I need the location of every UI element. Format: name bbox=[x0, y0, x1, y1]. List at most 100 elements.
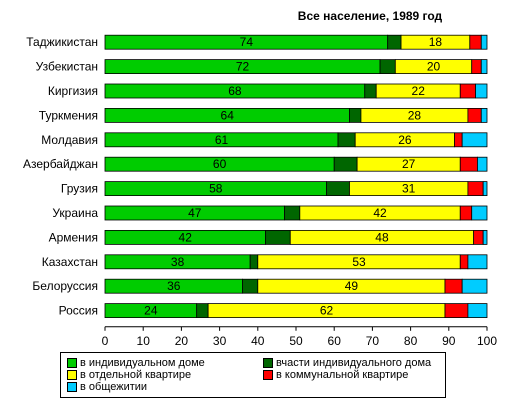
bar-segment bbox=[469, 34, 482, 50]
category-label: Киргизия bbox=[48, 84, 98, 98]
legend-label: в общежитии bbox=[80, 380, 148, 393]
x-tick-label: 70 bbox=[366, 334, 380, 348]
legend-label: вчасти индивидуального дома bbox=[276, 356, 432, 369]
category-label: Туркмения bbox=[39, 108, 98, 122]
bar-segment bbox=[482, 181, 488, 197]
data-label: 27 bbox=[402, 157, 416, 171]
data-label: 20 bbox=[427, 60, 441, 74]
plot-area: Таджикистан 74 18 Узбекистан 72 20 Киргизия 68 2… bbox=[23, 34, 497, 348]
bar-segment bbox=[196, 303, 209, 319]
x-tick-label: 10 bbox=[137, 334, 151, 348]
data-label: 24 bbox=[144, 304, 158, 318]
data-label: 42 bbox=[179, 230, 193, 244]
legend-item-communal-apartment: в коммунальной квартире bbox=[263, 368, 408, 381]
legend-swatch bbox=[263, 357, 273, 368]
category-label: Белоруссия bbox=[32, 279, 98, 293]
bar-segment bbox=[284, 205, 301, 221]
data-label: 68 bbox=[228, 84, 242, 98]
category-label: Азербайджан bbox=[23, 157, 98, 171]
data-label: 64 bbox=[221, 108, 235, 122]
data-label: 74 bbox=[240, 35, 254, 49]
bar-segment bbox=[475, 83, 488, 99]
x-tick-label: 100 bbox=[477, 334, 497, 348]
x-tick-label: 20 bbox=[175, 334, 189, 348]
bar-segment bbox=[467, 303, 488, 319]
legend-swatch bbox=[67, 381, 77, 392]
legend-swatch bbox=[263, 369, 273, 380]
category-label: Таджикистан bbox=[26, 35, 98, 49]
chart-title: Все население, 1989 год bbox=[298, 9, 443, 23]
legend-item-individual-house: в индивидуальном доме bbox=[67, 356, 205, 369]
bar-segment bbox=[467, 181, 484, 197]
bar-segment bbox=[242, 278, 259, 294]
data-label: 42 bbox=[373, 206, 387, 220]
bar-segment bbox=[387, 34, 402, 50]
bar-segment bbox=[364, 83, 377, 99]
data-label: 36 bbox=[167, 279, 181, 293]
data-label: 72 bbox=[236, 60, 250, 74]
legend-label: в индивидуальном доме bbox=[80, 356, 205, 369]
data-label: 31 bbox=[402, 182, 416, 196]
bar-segment bbox=[480, 108, 488, 123]
legend-item-separate-apartment: в отдельной квартире bbox=[67, 368, 191, 381]
legend-swatch bbox=[67, 369, 77, 380]
x-tick-label: 60 bbox=[328, 334, 342, 348]
x-tick-label: 90 bbox=[442, 334, 456, 348]
bar-segment bbox=[471, 205, 488, 221]
bar-segment bbox=[444, 303, 469, 319]
bar-segment bbox=[461, 278, 488, 294]
category-label: Узбекистан bbox=[36, 60, 98, 74]
bar-segment bbox=[249, 254, 259, 270]
legend-label: в коммунальной квартире bbox=[276, 368, 409, 381]
data-label: 49 bbox=[345, 279, 359, 293]
bar-segment bbox=[471, 59, 482, 74]
bar-segment bbox=[461, 132, 488, 148]
bar-segment bbox=[444, 278, 463, 294]
bar-segment bbox=[459, 156, 478, 172]
bar-segment bbox=[467, 108, 482, 123]
data-label: 58 bbox=[209, 182, 223, 196]
x-tick-label: 40 bbox=[251, 334, 265, 348]
data-label: 48 bbox=[375, 230, 389, 244]
bar-segment bbox=[379, 59, 396, 74]
bar-segment bbox=[333, 156, 358, 172]
data-label: 22 bbox=[412, 84, 426, 98]
bar-segment bbox=[477, 156, 488, 172]
legend-item-part-house: вчасти индивидуального дома bbox=[263, 356, 431, 369]
x-tick-label: 50 bbox=[289, 334, 303, 348]
bar-segment bbox=[480, 59, 488, 74]
data-label: 60 bbox=[213, 157, 227, 171]
legend-label: в отдельной квартире bbox=[80, 368, 192, 381]
bar-segment bbox=[265, 229, 291, 245]
data-label: 28 bbox=[408, 108, 422, 122]
data-label: 53 bbox=[352, 255, 366, 269]
category-label: Армения bbox=[49, 230, 98, 244]
legend-item-dormitory: в общежитии bbox=[67, 380, 147, 393]
data-label: 62 bbox=[320, 304, 334, 318]
x-tick-label: 30 bbox=[213, 334, 227, 348]
bar-segment bbox=[473, 229, 484, 245]
category-label: Украина bbox=[52, 206, 98, 220]
bar-segment bbox=[454, 132, 463, 148]
data-label: 61 bbox=[215, 133, 229, 147]
bar-segment bbox=[482, 229, 488, 245]
bar-segment bbox=[467, 254, 488, 270]
data-label: 47 bbox=[188, 206, 202, 220]
category-label: Казахстан bbox=[42, 255, 98, 269]
bar-segment bbox=[459, 83, 476, 99]
x-tick-label: 80 bbox=[404, 334, 418, 348]
bar-segment bbox=[337, 132, 356, 148]
legend-swatch bbox=[67, 357, 77, 368]
bar-segment bbox=[326, 181, 350, 197]
bar-segment bbox=[459, 205, 473, 221]
data-label: 18 bbox=[429, 35, 443, 49]
category-label: Россия bbox=[59, 304, 98, 318]
x-tick-label: 0 bbox=[102, 334, 109, 348]
legend: в индивидуальном доме вчасти индивидуаль… bbox=[60, 352, 446, 398]
bar-segment bbox=[480, 34, 488, 50]
data-label: 26 bbox=[398, 133, 412, 147]
category-label: Молдавия bbox=[41, 133, 98, 147]
bar-segment bbox=[459, 254, 469, 270]
